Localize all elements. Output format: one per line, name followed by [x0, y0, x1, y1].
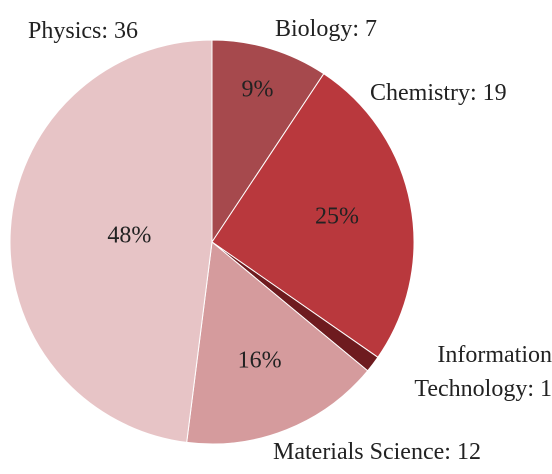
- category-value: 19: [482, 80, 507, 106]
- category-name: Biology: [275, 16, 353, 42]
- slice-percent-label: 25%: [315, 204, 359, 230]
- slice-percent-label: 48%: [107, 222, 151, 248]
- slice-label: Materials Science: 12: [273, 439, 481, 465]
- category-value: 7: [365, 16, 378, 42]
- category-name: Materials Science: [273, 439, 445, 465]
- category-value: 12: [456, 439, 481, 465]
- pie-slice: [9, 39, 213, 443]
- slice-label: Chemistry: 19: [370, 80, 507, 106]
- category-value: 36: [114, 18, 139, 44]
- slice-label: Biology: 7: [275, 16, 378, 42]
- slice-percent-label: 16%: [238, 348, 282, 374]
- slice-percent-label: 9%: [242, 77, 274, 103]
- pie-slice: [211, 39, 325, 244]
- slice-label: Information Technology: 1: [414, 342, 552, 402]
- pie-slice: [211, 73, 415, 358]
- slice-label: Physics: 36: [28, 18, 139, 44]
- category-name: Physics: [28, 18, 102, 44]
- pie-slice: [186, 241, 369, 445]
- category-name: Chemistry: [370, 80, 470, 106]
- category-name: Information Technology: [414, 342, 552, 402]
- category-value: 1: [540, 376, 552, 402]
